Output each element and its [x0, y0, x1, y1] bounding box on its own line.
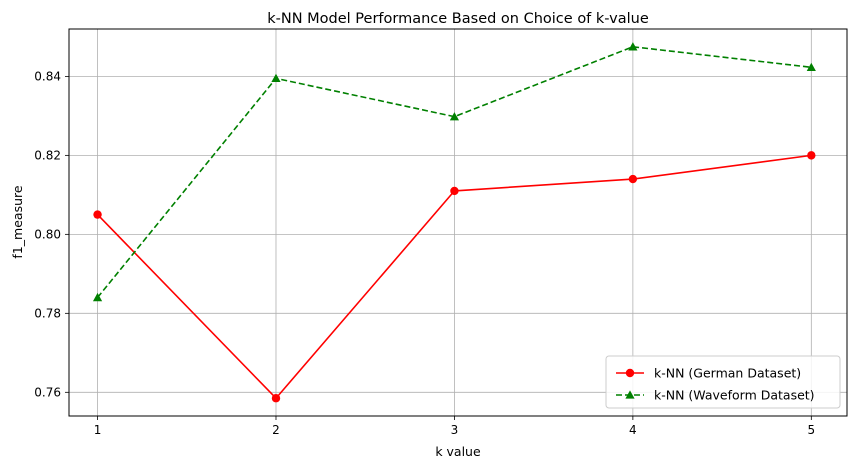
data-point — [271, 394, 281, 403]
data-point — [450, 186, 459, 196]
data-point — [449, 112, 460, 121]
x-tick-label: 3 — [451, 423, 459, 437]
y-tick-label: 0.82 — [34, 148, 61, 162]
data-point — [92, 292, 103, 302]
ticks: 1 2 3 4 5 0.76 0.78 0.80 0.82 0.84 — [34, 69, 815, 437]
data-point — [628, 42, 638, 51]
y-tick-label: 0.84 — [34, 69, 61, 83]
y-tick-label: 0.76 — [34, 385, 61, 399]
y-tick-label: 0.80 — [34, 227, 61, 241]
grid — [69, 29, 847, 416]
legend-label: k-NN (Waveform Dataset) — [654, 388, 815, 403]
x-tick-label: 4 — [629, 423, 637, 437]
legend-label: k-NN (German Dataset) — [654, 366, 801, 381]
legend-marker — [625, 390, 635, 399]
legend-box — [605, 355, 841, 409]
x-tick-label: 5 — [807, 423, 815, 437]
data-point — [806, 62, 816, 71]
data-point — [271, 73, 281, 83]
series-1 — [93, 151, 816, 403]
series-line — [96, 45, 812, 299]
data-point — [93, 210, 102, 219]
legend-marker — [625, 368, 635, 378]
plot-frame — [68, 28, 848, 417]
chart-title: k-NN Model Performance Based on Choice o… — [267, 11, 649, 27]
y-axis-label: f1_measure — [10, 185, 25, 258]
data-point — [807, 151, 816, 160]
x-axis-label: k value — [435, 444, 481, 459]
series-2 — [92, 42, 816, 302]
series-layer — [92, 42, 816, 403]
data-point — [628, 174, 638, 184]
x-tick-label: 1 — [94, 423, 102, 437]
legend: k-NN (German Dataset) k-NN (Waveform Data… — [605, 355, 841, 409]
x-tick-label: 2 — [272, 423, 280, 437]
y-tick-label: 0.78 — [34, 306, 61, 320]
